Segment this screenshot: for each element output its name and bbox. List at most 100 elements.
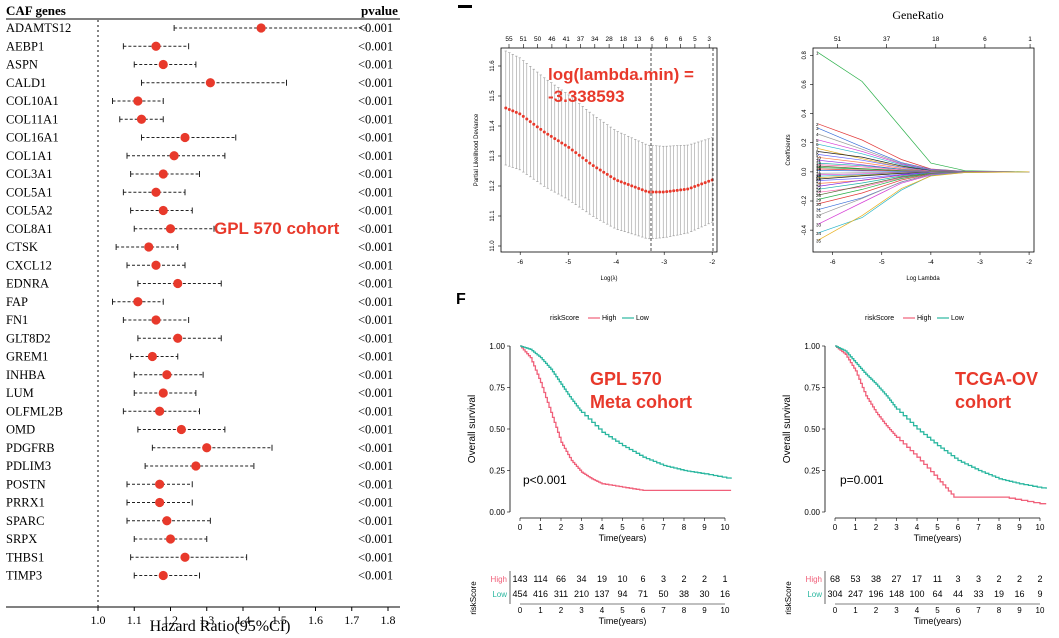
coef-x-tick-label: -6: [830, 259, 836, 266]
hr-point: [155, 497, 165, 508]
coef-path-index: 17: [816, 168, 822, 173]
coef-path-index: 34: [816, 231, 822, 236]
km-x-tick-label: 2: [874, 523, 879, 532]
lasso-cv-point: [707, 179, 711, 183]
coef-path: [817, 171, 1030, 241]
risk-low-count: 100: [909, 589, 924, 599]
lasso-y-tick-label: 11.4: [490, 120, 496, 132]
lasso-top-count: 34: [591, 36, 599, 43]
forest-tick-label: 1.8: [381, 613, 396, 627]
hr-point: [155, 406, 165, 416]
km-y-tick-label: 1.00: [804, 342, 820, 351]
risk-high-count: 11: [933, 574, 942, 584]
pvalue-label: <0.001: [358, 76, 393, 90]
lasso-cv-point: [679, 188, 683, 192]
coef-path-index: 24: [816, 182, 822, 187]
hr-point: [165, 534, 176, 544]
km-x-tick-label: 1: [538, 523, 543, 532]
forest-tick-label: 1.6: [308, 613, 323, 627]
coef-path-index: 11: [816, 158, 821, 163]
km-right-panel: riskScore High Low 1.00 0.75 0.50 0.25 0.00 0 1 2 3…: [782, 315, 1047, 626]
coef-path-index: 21: [816, 176, 822, 181]
lasso-y-tick-label: 11.0: [490, 240, 496, 252]
lasso-x-tick-label: -2: [709, 259, 715, 266]
hr-point: [169, 151, 179, 161]
risk-low-count: 44: [953, 589, 963, 599]
risk-x-tick-label: 6: [956, 606, 961, 615]
pvalue-label: <0.001: [358, 496, 393, 510]
risk-high-count: 2: [996, 574, 1001, 584]
km-x-tick-label: 3: [579, 523, 584, 532]
lasso-cv-point: [700, 182, 704, 186]
risk-high-count: 27: [891, 574, 901, 584]
coef-x-tick-label: -3: [977, 259, 983, 266]
coef-y-tick-label: 0.4: [802, 109, 808, 118]
gene-label: COL3A1: [6, 167, 53, 181]
risk-x-tick-label: 0: [833, 606, 838, 615]
gene-label: PRRX1: [6, 496, 45, 510]
coef-path-index: 29: [816, 198, 822, 203]
lasso-cv-point: [507, 107, 511, 111]
pvalue-label: <0.001: [358, 350, 393, 364]
km-x-tick-label: 3: [894, 523, 899, 532]
km-y-tick-label: 0.50: [804, 425, 820, 434]
risk-low-count: 247: [848, 589, 863, 599]
pvalue-label: <0.001: [358, 514, 393, 528]
risk-x-tick-label: 5: [935, 606, 940, 615]
pvalue-label: <0.001: [358, 331, 393, 345]
risk-x-tick-label: 6: [641, 606, 646, 615]
lasso-cv-point: [637, 186, 641, 190]
hr-point: [151, 187, 161, 197]
lasso-cv-point: [595, 166, 599, 170]
km-x-tick-label: 5: [620, 523, 625, 532]
pvalue-label: <0.001: [358, 313, 393, 327]
coef-y-tick-label: 0.6: [802, 80, 808, 89]
coef-path-index: 33: [816, 222, 822, 227]
pvalue-label: <0.001: [358, 277, 393, 291]
coef-path-index: 15: [816, 165, 822, 170]
km-x-label: Time(years): [914, 533, 962, 543]
risk-high-count: 143: [512, 574, 527, 584]
lasso-x-tick-label: -4: [613, 259, 619, 266]
gene-label: FN1: [6, 313, 28, 327]
km-y-tick-label: 0.75: [489, 384, 505, 393]
risk-high-count: 2: [1037, 574, 1042, 584]
km-x-tick-label: 0: [833, 523, 838, 532]
lasso-cv-point: [609, 175, 613, 179]
coef-top-count: 18: [932, 36, 940, 43]
hr-point: [158, 169, 168, 179]
km-x-label: Time(years): [599, 533, 647, 543]
lasso-cv-point: [612, 177, 616, 181]
hr-point: [256, 23, 266, 33]
risk-x-tick-label: 9: [1017, 606, 1022, 615]
lasso-cv-point: [511, 109, 515, 113]
forest-plot: CAF genes pvalue ADAMTS12 <0.001 AEBP1 <0.0…: [6, 3, 400, 635]
lasso-cv-point: [528, 120, 532, 124]
lasso-cv-point: [549, 134, 553, 138]
risk-low-count: 416: [533, 589, 548, 599]
gene-label: ADAMTS12: [6, 21, 71, 35]
coef-path-index: 1: [816, 50, 819, 55]
km-y-label: Overall survival: [467, 395, 478, 463]
pvalue-label: <0.001: [358, 550, 393, 564]
lasso-cv-point: [696, 183, 700, 187]
pvalue-label: <0.001: [358, 58, 393, 72]
pvalue-label: <0.001: [358, 185, 393, 199]
risk-low-count: 71: [638, 589, 648, 599]
pvalue-label: <0.001: [358, 386, 393, 400]
pvalue-label: <0.001: [358, 477, 393, 491]
coef-path-index: 8: [816, 149, 819, 154]
hr-point: [133, 96, 143, 106]
hr-point: [173, 278, 183, 289]
lambda-annot-line2: -3.338593: [548, 87, 625, 106]
lasso-y-tick-label: 11.5: [490, 90, 496, 102]
lasso-cv-point: [672, 189, 676, 193]
risk-row-high-label: High: [491, 575, 507, 584]
pvalue-label: <0.001: [358, 258, 393, 272]
coef-top-count: 51: [834, 36, 842, 43]
gene-label: EDNRA: [6, 277, 49, 291]
risk-x-tick-label: 2: [874, 606, 879, 615]
km-curve-low: [835, 345, 1047, 489]
coef-title: GeneRatio: [892, 8, 943, 22]
km-x-tick-label: 8: [682, 523, 687, 532]
